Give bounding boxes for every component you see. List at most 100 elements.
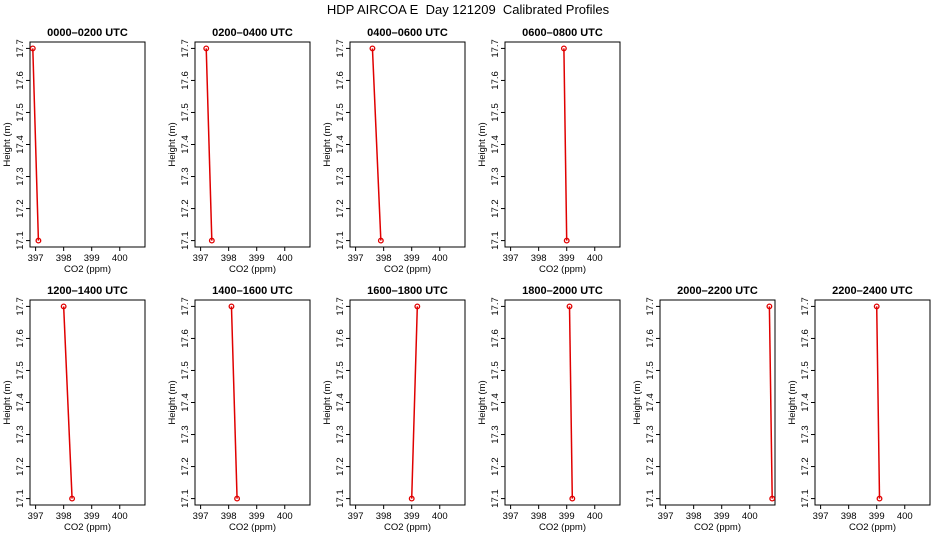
x-tick-label: 400 bbox=[112, 253, 128, 264]
profile-panel: 1200–1400 UTC 397 398 399 400 17.1 17.2 17.3 17.… bbox=[2, 285, 146, 533]
page-title: HDP AIRCOA E Day 121209 Calibrated Profi… bbox=[326, 2, 610, 17]
profile-panel: 1600–1800 UTC 397 398 399 400 17.1 17.2 17.3 17.… bbox=[322, 285, 466, 533]
y-tick-label: 17.2 bbox=[15, 457, 26, 476]
y-tick-label: 17.7 bbox=[180, 39, 191, 58]
x-tick-label: 397 bbox=[348, 511, 364, 522]
y-tick-label: 17.6 bbox=[180, 71, 191, 90]
y-tick-label: 17.3 bbox=[490, 167, 501, 186]
x-axis-label: CO2 (ppm) bbox=[229, 522, 276, 533]
x-tick-label: 397 bbox=[503, 253, 519, 264]
y-tick-label: 17.3 bbox=[15, 425, 26, 444]
profile-line bbox=[32, 48, 40, 241]
profile-line bbox=[410, 306, 419, 499]
y-tick-label: 17.7 bbox=[800, 297, 811, 316]
y-tick-label: 17.5 bbox=[490, 361, 501, 380]
y-tick-label: 17.6 bbox=[180, 329, 191, 348]
y-tick-label: 17.4 bbox=[180, 393, 191, 412]
panel-title: 0600–0800 UTC bbox=[522, 27, 603, 39]
data-point bbox=[203, 45, 210, 52]
x-tick-label: 399 bbox=[404, 511, 420, 522]
y-tick-label: 17.6 bbox=[15, 71, 26, 90]
y-axis-label: Height (m) bbox=[2, 122, 13, 166]
x-tick-label: 399 bbox=[869, 511, 885, 522]
x-tick-label: 398 bbox=[221, 511, 237, 522]
y-axis-label: Height (m) bbox=[632, 380, 643, 424]
y-tick-label: 17.1 bbox=[15, 489, 26, 508]
y-tick-label: 17.4 bbox=[15, 393, 26, 412]
y-axis-label: Height (m) bbox=[167, 122, 178, 166]
x-tick-label: 397 bbox=[503, 511, 519, 522]
y-tick-label: 17.6 bbox=[490, 329, 501, 348]
x-tick-label: 398 bbox=[56, 511, 72, 522]
x-tick-label: 397 bbox=[348, 253, 364, 264]
data-point bbox=[563, 237, 570, 244]
x-tick-label: 398 bbox=[686, 511, 702, 522]
x-axis-label: CO2 (ppm) bbox=[539, 264, 586, 275]
profile-panel: 0200–0400 UTC 397 398 399 400 17.1 17.2 17.3 17.… bbox=[167, 27, 311, 275]
y-tick-label: 17.2 bbox=[180, 199, 191, 218]
data-point bbox=[377, 237, 384, 244]
y-tick-label: 17.6 bbox=[490, 71, 501, 90]
y-tick-label: 17.3 bbox=[180, 425, 191, 444]
panel-title: 1800–2000 UTC bbox=[522, 285, 603, 297]
data-point bbox=[569, 495, 576, 502]
plot-frame bbox=[349, 299, 466, 506]
panel-title: 1600–1800 UTC bbox=[367, 285, 448, 297]
profile-line bbox=[568, 306, 574, 499]
profile-panel: 1400–1600 UTC 397 398 399 400 17.1 17.2 17.3 17.… bbox=[167, 285, 311, 533]
panel-title: 0200–0400 UTC bbox=[212, 27, 293, 39]
plot-frame bbox=[814, 299, 931, 506]
y-tick-label: 17.7 bbox=[335, 39, 346, 58]
y-tick-label: 17.5 bbox=[800, 361, 811, 380]
panel-title: 0000–0200 UTC bbox=[47, 27, 128, 39]
y-tick-label: 17.5 bbox=[15, 103, 26, 122]
x-tick-label: 399 bbox=[559, 253, 575, 264]
y-tick-label: 17.4 bbox=[645, 393, 656, 412]
y-tick-label: 17.5 bbox=[15, 361, 26, 380]
profile-panel: 1800–2000 UTC 397 398 399 400 17.1 17.2 17.3 17.… bbox=[477, 285, 621, 533]
y-tick-label: 17.4 bbox=[15, 135, 26, 154]
y-tick-label: 17.1 bbox=[180, 231, 191, 250]
data-point bbox=[69, 495, 76, 502]
plot-frame bbox=[29, 299, 146, 506]
x-tick-label: 400 bbox=[432, 511, 448, 522]
y-tick-label: 17.7 bbox=[645, 297, 656, 316]
x-tick-label: 400 bbox=[112, 511, 128, 522]
y-axis-label: Height (m) bbox=[167, 380, 178, 424]
plot-frame bbox=[504, 299, 621, 506]
y-tick-label: 17.6 bbox=[800, 329, 811, 348]
x-tick-label: 397 bbox=[28, 253, 44, 264]
x-axis-label: CO2 (ppm) bbox=[849, 522, 896, 533]
x-tick-label: 397 bbox=[28, 511, 44, 522]
x-tick-label: 397 bbox=[193, 253, 209, 264]
panel-title: 2000–2200 UTC bbox=[677, 285, 758, 297]
profile-panel: 2000–2200 UTC 397 398 399 400 17.1 17.2 17.3 17.… bbox=[632, 285, 776, 533]
x-tick-label: 398 bbox=[56, 253, 72, 264]
profile-panel: 0400–0600 UTC 397 398 399 400 17.1 17.2 17.3 17.… bbox=[322, 27, 466, 275]
profile-line bbox=[62, 306, 73, 499]
y-axis-label: Height (m) bbox=[477, 380, 488, 424]
panel-title: 2200–2400 UTC bbox=[832, 285, 913, 297]
y-tick-label: 17.3 bbox=[490, 425, 501, 444]
y-tick-label: 17.5 bbox=[335, 361, 346, 380]
x-axis-label: CO2 (ppm) bbox=[539, 522, 586, 533]
y-tick-label: 17.3 bbox=[15, 167, 26, 186]
data-point bbox=[228, 303, 235, 310]
y-tick-label: 17.7 bbox=[490, 297, 501, 316]
y-tick-label: 17.1 bbox=[335, 231, 346, 250]
y-tick-label: 17.6 bbox=[15, 329, 26, 348]
panel-title: 1400–1600 UTC bbox=[212, 285, 293, 297]
y-tick-label: 17.5 bbox=[180, 103, 191, 122]
y-tick-label: 17.2 bbox=[490, 199, 501, 218]
x-axis-label: CO2 (ppm) bbox=[64, 264, 111, 275]
y-axis-label: Height (m) bbox=[477, 122, 488, 166]
x-tick-label: 400 bbox=[742, 511, 758, 522]
y-tick-label: 17.3 bbox=[180, 167, 191, 186]
profile-panel: 0600–0800 UTC 397 398 399 400 17.1 17.2 17.3 17.… bbox=[477, 27, 621, 275]
y-tick-label: 17.2 bbox=[335, 457, 346, 476]
data-point bbox=[560, 45, 567, 52]
x-tick-label: 397 bbox=[658, 511, 674, 522]
y-tick-label: 17.2 bbox=[15, 199, 26, 218]
x-tick-label: 398 bbox=[221, 253, 237, 264]
data-point bbox=[873, 303, 880, 310]
